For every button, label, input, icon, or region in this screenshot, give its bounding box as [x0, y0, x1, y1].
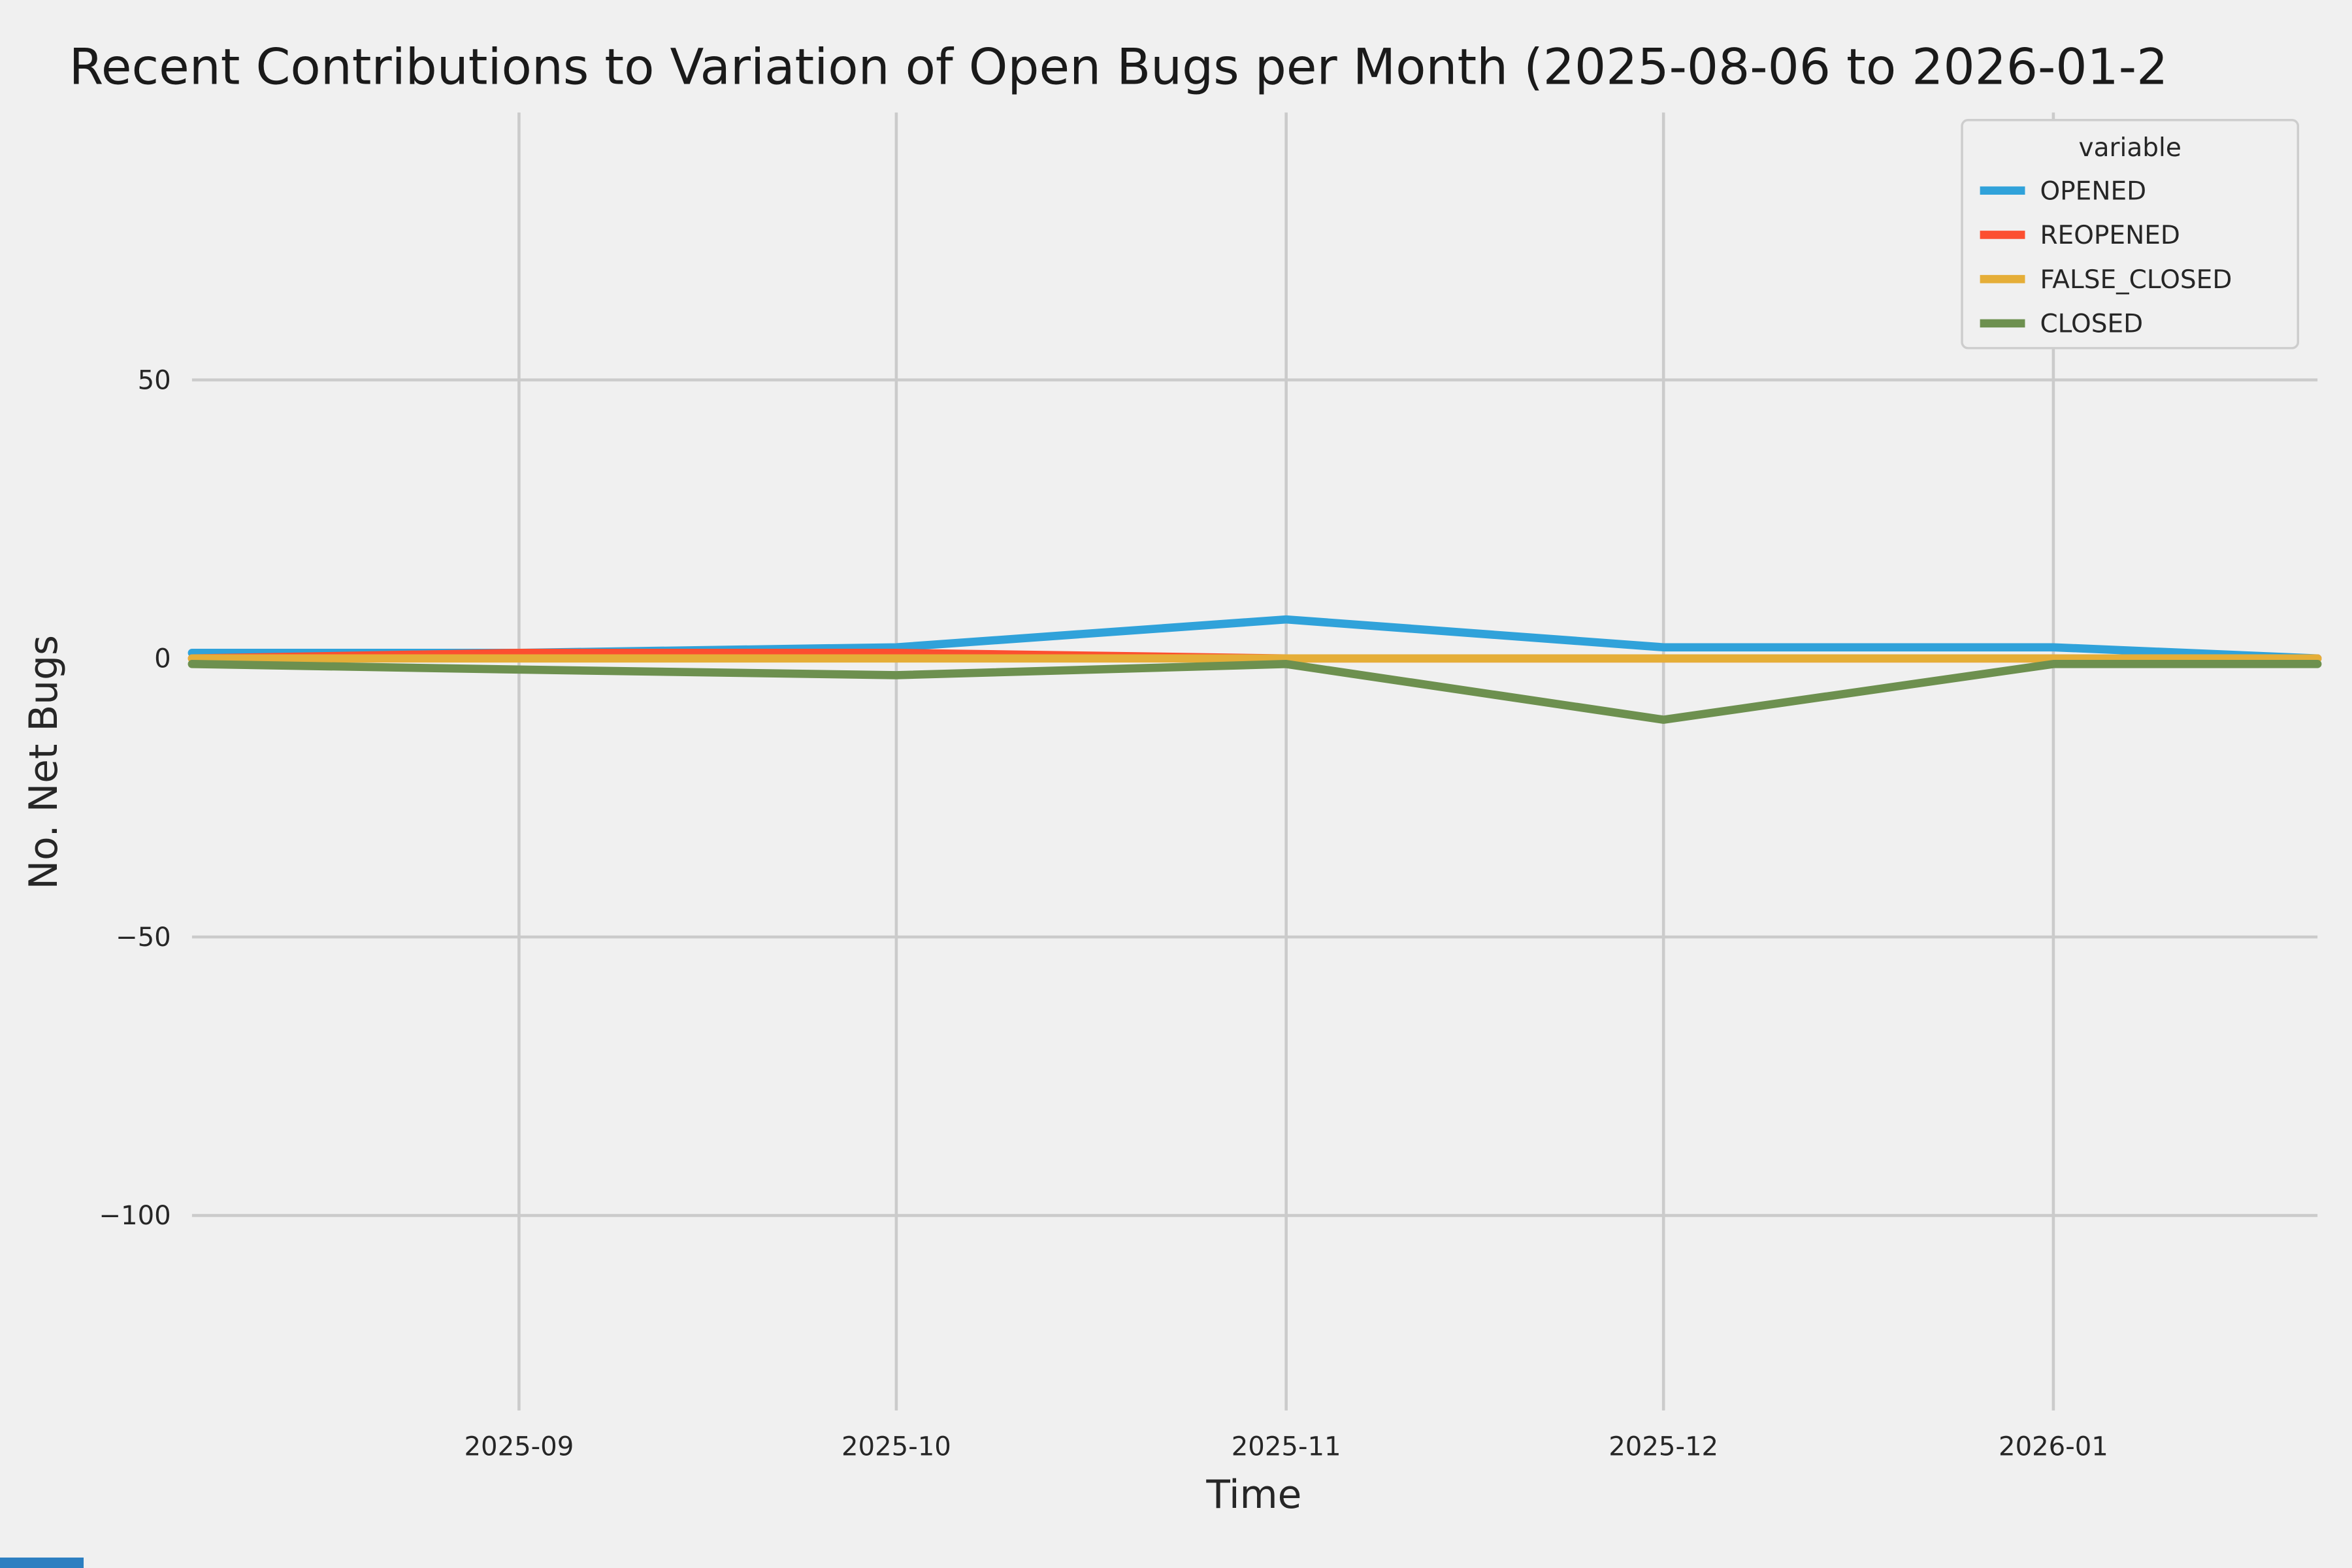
x-tick-label: 2025-09 [464, 1432, 574, 1462]
x-tick-label: 2025-12 [1609, 1432, 1718, 1462]
bottom-left-artifact [0, 1558, 84, 1568]
x-tick-label: 2025-11 [1232, 1432, 1341, 1462]
legend: variable OPENED REOPENED FALSE_CLOSED CLOSED [1961, 119, 2300, 350]
y-tick-label: −50 [116, 923, 171, 953]
legend-label: REOPENED [2040, 221, 2180, 250]
legend-box [1961, 119, 2300, 350]
chart-title: Recent Contributions to Variation of Ope… [69, 39, 2168, 96]
x-axis-tick-labels: 2025-09 2025-10 2025-11 2025-12 2026-01 [464, 1432, 2108, 1462]
series-lines [188, 615, 2322, 724]
legend-label: OPENED [2040, 176, 2146, 206]
x-axis-label: Time [1205, 1473, 1301, 1518]
legend-label: CLOSED [2040, 310, 2143, 339]
y-tick-label: 0 [154, 644, 171, 674]
series-line-closed [188, 660, 2322, 724]
legend-label: FALSE_CLOSED [2040, 265, 2232, 295]
y-axis-label: No. Net Bugs [22, 635, 67, 890]
y-axis-tick-labels: 50 0 −50 −100 [99, 365, 171, 1231]
y-tick-label: 50 [138, 365, 171, 395]
x-tick-label: 2025-10 [841, 1432, 951, 1462]
x-tick-label: 2026-01 [1999, 1432, 2108, 1462]
y-tick-label: −100 [99, 1201, 171, 1231]
legend-title: variable [2079, 133, 2181, 163]
